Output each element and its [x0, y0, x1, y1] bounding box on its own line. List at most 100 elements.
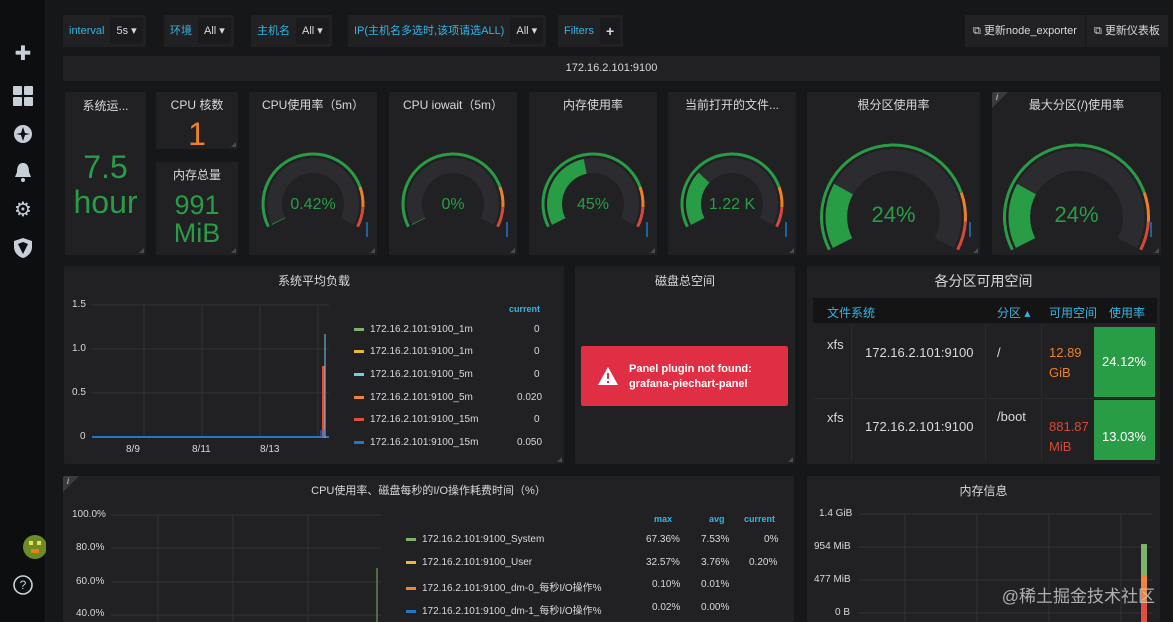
resize-handle[interactable]	[788, 457, 793, 462]
column-header-usage[interactable]: 使用率	[1109, 306, 1146, 320]
legend-item[interactable]: 172.16.2.101:9100_5m	[354, 369, 473, 380]
legend-max: 32.57%	[646, 557, 680, 568]
load-graph[interactable]	[64, 266, 564, 464]
gauge-threshold-arc	[636, 206, 645, 228]
info-icon[interactable]: i	[992, 92, 1008, 108]
variable-select[interactable]: All ▾	[198, 18, 231, 44]
panel-title: 磁盘总空间	[654, 274, 715, 288]
resize-handle[interactable]	[139, 248, 144, 253]
column-header-filesystem[interactable]: 文件系统	[827, 306, 876, 320]
resize-handle[interactable]	[510, 248, 515, 253]
legend-header-avg: avg	[709, 514, 725, 524]
panel-title: CPU使用率（5m）	[261, 98, 364, 112]
gauge-value: 24%	[1054, 202, 1099, 227]
variable-select[interactable]: All ▾	[510, 18, 544, 44]
legend-item[interactable]: 172.16.2.101:9100_System	[406, 534, 544, 545]
link-update-node-exporter[interactable]: ⧉ 更新node_exporter	[965, 15, 1085, 47]
legend-item[interactable]: 172.16.2.101:9100_dm-1_每秒I/O操作%	[406, 602, 602, 617]
avatar[interactable]	[11, 535, 47, 559]
y-tick: 80.0%	[76, 542, 105, 553]
gauge-value-arc	[825, 183, 854, 248]
legend-item[interactable]: 172.16.2.101:9100_15m	[354, 437, 478, 448]
legend-item[interactable]: 172.16.2.101:9100_15m	[354, 414, 478, 425]
table-row[interactable]: xfs 172.16.2.101:9100 / 12.89 GiB 24.12%	[813, 325, 1157, 399]
usage-cell-bg	[1094, 327, 1155, 397]
variable-select[interactable]: 5s ▾	[110, 18, 143, 44]
help-icon[interactable]: ?	[11, 573, 35, 597]
resize-handle[interactable]	[231, 248, 236, 253]
legend-item[interactable]: 172.16.2.101:9100_1m	[354, 324, 473, 335]
gauge-root-partition	[820, 143, 971, 251]
explore-icon[interactable]	[11, 122, 35, 146]
gauge-value: 24%	[871, 202, 916, 227]
gauge-track	[407, 158, 499, 225]
column-header-partition[interactable]: 分区 ▴	[997, 306, 1031, 320]
resize-handle[interactable]	[789, 248, 794, 253]
memory-graph[interactable]	[807, 476, 1160, 622]
y-tick: 954 MiB	[814, 541, 851, 552]
variable-hostname[interactable]: 主机名 All ▾	[251, 15, 332, 47]
legend-item[interactable]: 172.16.2.101:9100_5m	[354, 392, 473, 403]
panel-title: CPU iowait（5m）	[402, 98, 504, 112]
y-tick: 40.0%	[76, 608, 105, 619]
legend-item[interactable]: 172.16.2.101:9100_User	[406, 557, 532, 568]
panel-title: 根分区使用率	[857, 98, 930, 112]
filters[interactable]: Filters +	[558, 15, 624, 47]
panel-title: 各分区可用空间	[934, 273, 1033, 289]
row-title[interactable]: 172.16.2.101:9100	[63, 56, 1160, 81]
link-update-dashboard[interactable]: ⧉ 更新仪表板	[1086, 15, 1168, 47]
panel-gauge-cpu: CPU使用率（5m） 0.42%	[249, 92, 377, 255]
plus-icon[interactable]: ✚	[14, 43, 32, 65]
info-icon[interactable]: i	[63, 476, 79, 492]
variable-interval[interactable]: interval 5s ▾	[63, 15, 146, 47]
panel-gauge-root-partition: 根分区使用率 24%	[807, 92, 980, 255]
panel-gauge-iowait: CPU iowait（5m） 0%	[389, 92, 517, 255]
panel-gauge-open-files: 当前打开的文件... 1.22 K	[668, 92, 796, 255]
variable-ip[interactable]: IP(主机名多选时,该项请选ALL) All ▾	[348, 15, 547, 47]
y-tick: 1.0	[72, 343, 86, 354]
resize-handle[interactable]	[370, 248, 375, 253]
resize-handle[interactable]	[1154, 248, 1159, 253]
warning-icon	[598, 367, 618, 385]
legend-avg: 0.00%	[701, 602, 730, 613]
cell-mount: /boot	[997, 409, 1026, 424]
error-message: Panel plugin not found:	[629, 363, 752, 375]
panel-cpu-io: i CPU使用率、磁盘每秒的I/O操作耗费时间（%） 100.0% 80.0% …	[63, 476, 794, 622]
cell-filesystem: xfs	[827, 410, 844, 425]
gear-icon[interactable]: ⚙	[14, 199, 32, 221]
shield-icon[interactable]	[11, 236, 35, 260]
panel-load-average: 系统平均负载 1.5 1.0 0.5 0 8/9 8/11 8/13 curre…	[64, 266, 564, 464]
resize-handle[interactable]	[231, 142, 236, 147]
gauge-value: 0%	[441, 196, 465, 213]
resize-handle[interactable]	[557, 457, 562, 462]
table-row[interactable]: xfs 172.16.2.101:9100 /boot 881.87 MiB 1…	[813, 400, 1157, 462]
panel-partition-free-space: 各分区可用空间 文件系统 分区 ▴ 可用空间 使用率 xfs 172.16.2.…	[807, 266, 1160, 464]
gauge-threshold-arc	[777, 186, 784, 208]
variable-label: 环境	[164, 15, 198, 47]
dashboards-icon[interactable]	[11, 84, 35, 108]
gauge-value-arc	[686, 172, 710, 225]
add-filter-button[interactable]: +	[599, 18, 621, 44]
cell-mount: /	[997, 345, 1001, 360]
gauge-value-arc	[1008, 183, 1037, 248]
panel-memory-info: 内存信息 1.4 GiB 954 MiB 477 MiB 0 B	[807, 476, 1160, 622]
legend-item[interactable]: 172.16.2.101:9100_dm-0_每秒I/O操作%	[406, 579, 602, 594]
stat-value: 1	[188, 116, 206, 149]
y-tick: 100.0%	[72, 509, 106, 520]
bell-icon[interactable]	[11, 160, 35, 184]
panel-gauge-memory: 内存使用率 45%	[529, 92, 657, 255]
variable-env[interactable]: 环境 All ▾	[164, 15, 234, 47]
variable-select[interactable]: All ▾	[296, 18, 329, 44]
cpu-io-graph[interactable]	[63, 476, 794, 622]
panel-title: 系统运...	[82, 99, 129, 113]
resize-handle[interactable]	[650, 248, 655, 253]
gauge-threshold-arc	[638, 186, 645, 208]
gauge-threshold-arc	[775, 206, 784, 228]
legend-item[interactable]: 172.16.2.101:9100_1m	[354, 346, 473, 357]
gauge-cpu	[261, 152, 368, 237]
panel-title: CPU 核数	[170, 98, 224, 112]
gauge-threshold-arc	[1142, 192, 1150, 222]
column-header-free-space[interactable]: 可用空间	[1049, 306, 1098, 320]
resize-handle[interactable]	[973, 248, 978, 253]
x-tick: 8/11	[192, 444, 211, 455]
